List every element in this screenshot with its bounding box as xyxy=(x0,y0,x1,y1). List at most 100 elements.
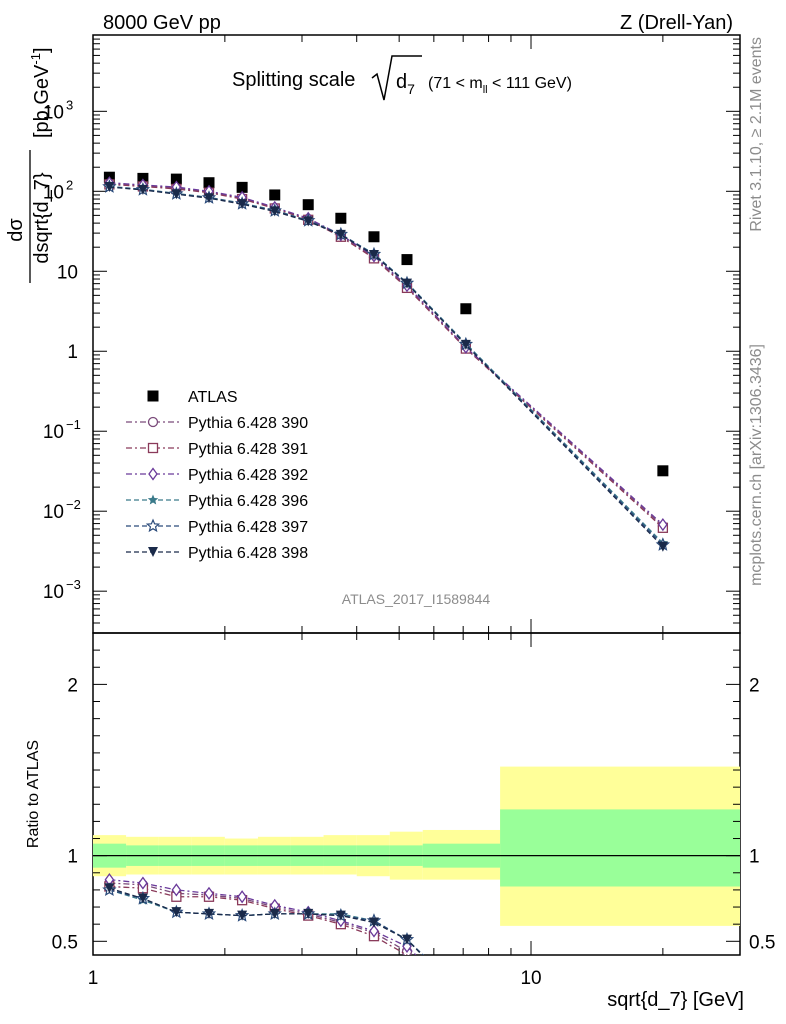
energy-label: 8000 GeV pp xyxy=(103,12,221,34)
series-line-6 xyxy=(109,186,664,548)
data-point-0-11 xyxy=(657,465,669,477)
plot-title-prefix: Splitting scale xyxy=(232,69,355,91)
legend: ATLAS Pythia 6.428 390 Pythia 6.428 391 Pyt… xyxy=(126,389,308,562)
data-point-6-0 xyxy=(104,182,115,193)
ratio-point-2-3 xyxy=(204,886,214,900)
y-label-unit-before: [pb,GeV xyxy=(31,64,53,138)
plot-title-range: (71 < mll < 111 GeV) xyxy=(428,75,572,96)
y-tick-label-exponent: −1 xyxy=(66,417,81,432)
data-point-6-11 xyxy=(657,541,668,552)
ratio-point-2-2 xyxy=(171,883,182,897)
y-tick-label: 10 xyxy=(57,262,78,283)
plot-title-d: d xyxy=(396,71,407,93)
data-point-6-3 xyxy=(203,193,214,204)
y-tick-label: 10 xyxy=(43,102,64,123)
plot-title-range-sub: ll xyxy=(483,84,488,96)
main-panel-frame xyxy=(92,34,741,634)
legend-label-2: Pythia 6.428 391 xyxy=(188,441,308,458)
ratio-point-5-3 xyxy=(203,908,214,919)
ratio-point-5-8 xyxy=(368,917,379,928)
data-point-6-9 xyxy=(401,278,412,289)
data-point-6-4 xyxy=(237,199,248,210)
ratio-line-0 xyxy=(109,882,412,955)
legend-marker-3 xyxy=(148,467,158,481)
legend-label-4: Pythia 6.428 396 xyxy=(188,493,308,510)
data-point-0-8 xyxy=(368,231,380,243)
y-label-numerator: dσ xyxy=(5,218,27,242)
plot-title-range-before: (71 < m xyxy=(428,75,483,92)
y-tick-label: 10 xyxy=(43,182,64,203)
series-line-3 xyxy=(109,182,664,526)
sqrt-symbol xyxy=(371,55,422,101)
plot-title-d-sub: 7 xyxy=(407,81,415,97)
y-tick-label: 10 xyxy=(43,502,64,523)
legend-marker-1 xyxy=(147,416,159,428)
ratio-point-5-5 xyxy=(269,908,280,919)
ratio-point-5-2 xyxy=(171,907,182,918)
ratio-point-5-6 xyxy=(303,908,314,919)
mcplots-reference-label: mcplots.cern.ch [arXiv:1306.3436] xyxy=(748,344,765,586)
ratio-clipped-group xyxy=(102,873,425,955)
legend-marker-2 xyxy=(147,442,159,454)
ratio-line-1 xyxy=(109,885,408,955)
process-label: Z (Drell-Yan) xyxy=(620,12,733,34)
data-point-0-3 xyxy=(203,177,215,189)
ratio-point-5-7 xyxy=(335,910,346,921)
data-point-0-7 xyxy=(335,212,347,224)
y-tick-label-exponent: 2 xyxy=(66,177,73,192)
data-point-0-10 xyxy=(460,303,472,315)
legend-marker-0 xyxy=(147,390,159,402)
series-line-4 xyxy=(109,185,664,544)
main-panel-series xyxy=(102,171,671,552)
ratio-point-5-0 xyxy=(104,883,115,894)
data-point-0-4 xyxy=(236,181,248,193)
data-point-6-5 xyxy=(269,206,280,217)
ratio-y-tick-label: 2 xyxy=(67,675,78,696)
legend-label-5: Pythia 6.428 397 xyxy=(188,519,308,536)
legend-label-0: ATLAS xyxy=(188,389,238,406)
y-tick-label: 10 xyxy=(43,422,64,443)
y-tick-label-exponent: 3 xyxy=(66,97,73,112)
ratio-point-2-4 xyxy=(237,890,247,904)
y-label-unit-after: ] xyxy=(31,47,53,53)
ratio-y-tick-label: 0.5 xyxy=(52,932,78,953)
x-tick-label: 1 xyxy=(88,968,99,989)
series-line-2 xyxy=(109,183,664,529)
y-label-unit: [pb,GeV-1] xyxy=(28,47,53,138)
data-point-6-2 xyxy=(171,189,182,200)
ratio-uncertainty-bands xyxy=(93,766,740,926)
ratio-point-5-9 xyxy=(401,934,412,945)
legend-label-3: Pythia 6.428 392 xyxy=(188,467,308,484)
ratio-point-5-4 xyxy=(237,910,248,921)
x-axis-label: sqrt{d_7} [GeV] xyxy=(607,989,744,1011)
plot-title-range-after: < 111 GeV) xyxy=(488,75,572,92)
legend-marker-4 xyxy=(147,494,159,505)
data-point-0-5 xyxy=(269,189,281,201)
y-label-denominator: dsqrt{d_7} xyxy=(31,172,53,264)
rivet-version-label: Rivet 3.1.10, ≥ 2.1M events xyxy=(748,37,765,232)
y-tick-label: 1 xyxy=(67,342,78,363)
ratio-point-2-1 xyxy=(138,876,148,890)
ratio-panel-series xyxy=(102,873,425,955)
ratio-point-5-1 xyxy=(137,893,148,904)
plot-title-variable: d7 xyxy=(396,71,415,97)
data-point-0-9 xyxy=(401,254,413,266)
data-point-6-1 xyxy=(137,184,148,195)
band-inner-bin xyxy=(500,809,740,887)
main-y-axis-label: dσ dsqrt{d_7} [pb,GeV-1] xyxy=(5,47,53,283)
legend-label-6: Pythia 6.428 398 xyxy=(188,545,308,562)
y-tick-label-exponent: −3 xyxy=(66,577,81,592)
data-point-6-8 xyxy=(368,249,379,260)
ratio-y-tick-label-right: 0.5 xyxy=(749,932,775,953)
ratio-y-tick-label-right: 1 xyxy=(749,847,760,868)
analysis-watermark: ATLAS_2017_I1589844 xyxy=(342,591,491,607)
series-line-5 xyxy=(109,186,664,546)
data-point-3-11 xyxy=(658,517,668,532)
ratio-y-axis-label: Ratio to ATLAS xyxy=(25,740,42,848)
legend-marker-6 xyxy=(148,547,158,557)
data-point-0-6 xyxy=(302,199,314,211)
data-point-0-2 xyxy=(170,173,182,185)
data-point-6-6 xyxy=(303,216,314,227)
legend-label-1: Pythia 6.428 390 xyxy=(188,415,308,432)
